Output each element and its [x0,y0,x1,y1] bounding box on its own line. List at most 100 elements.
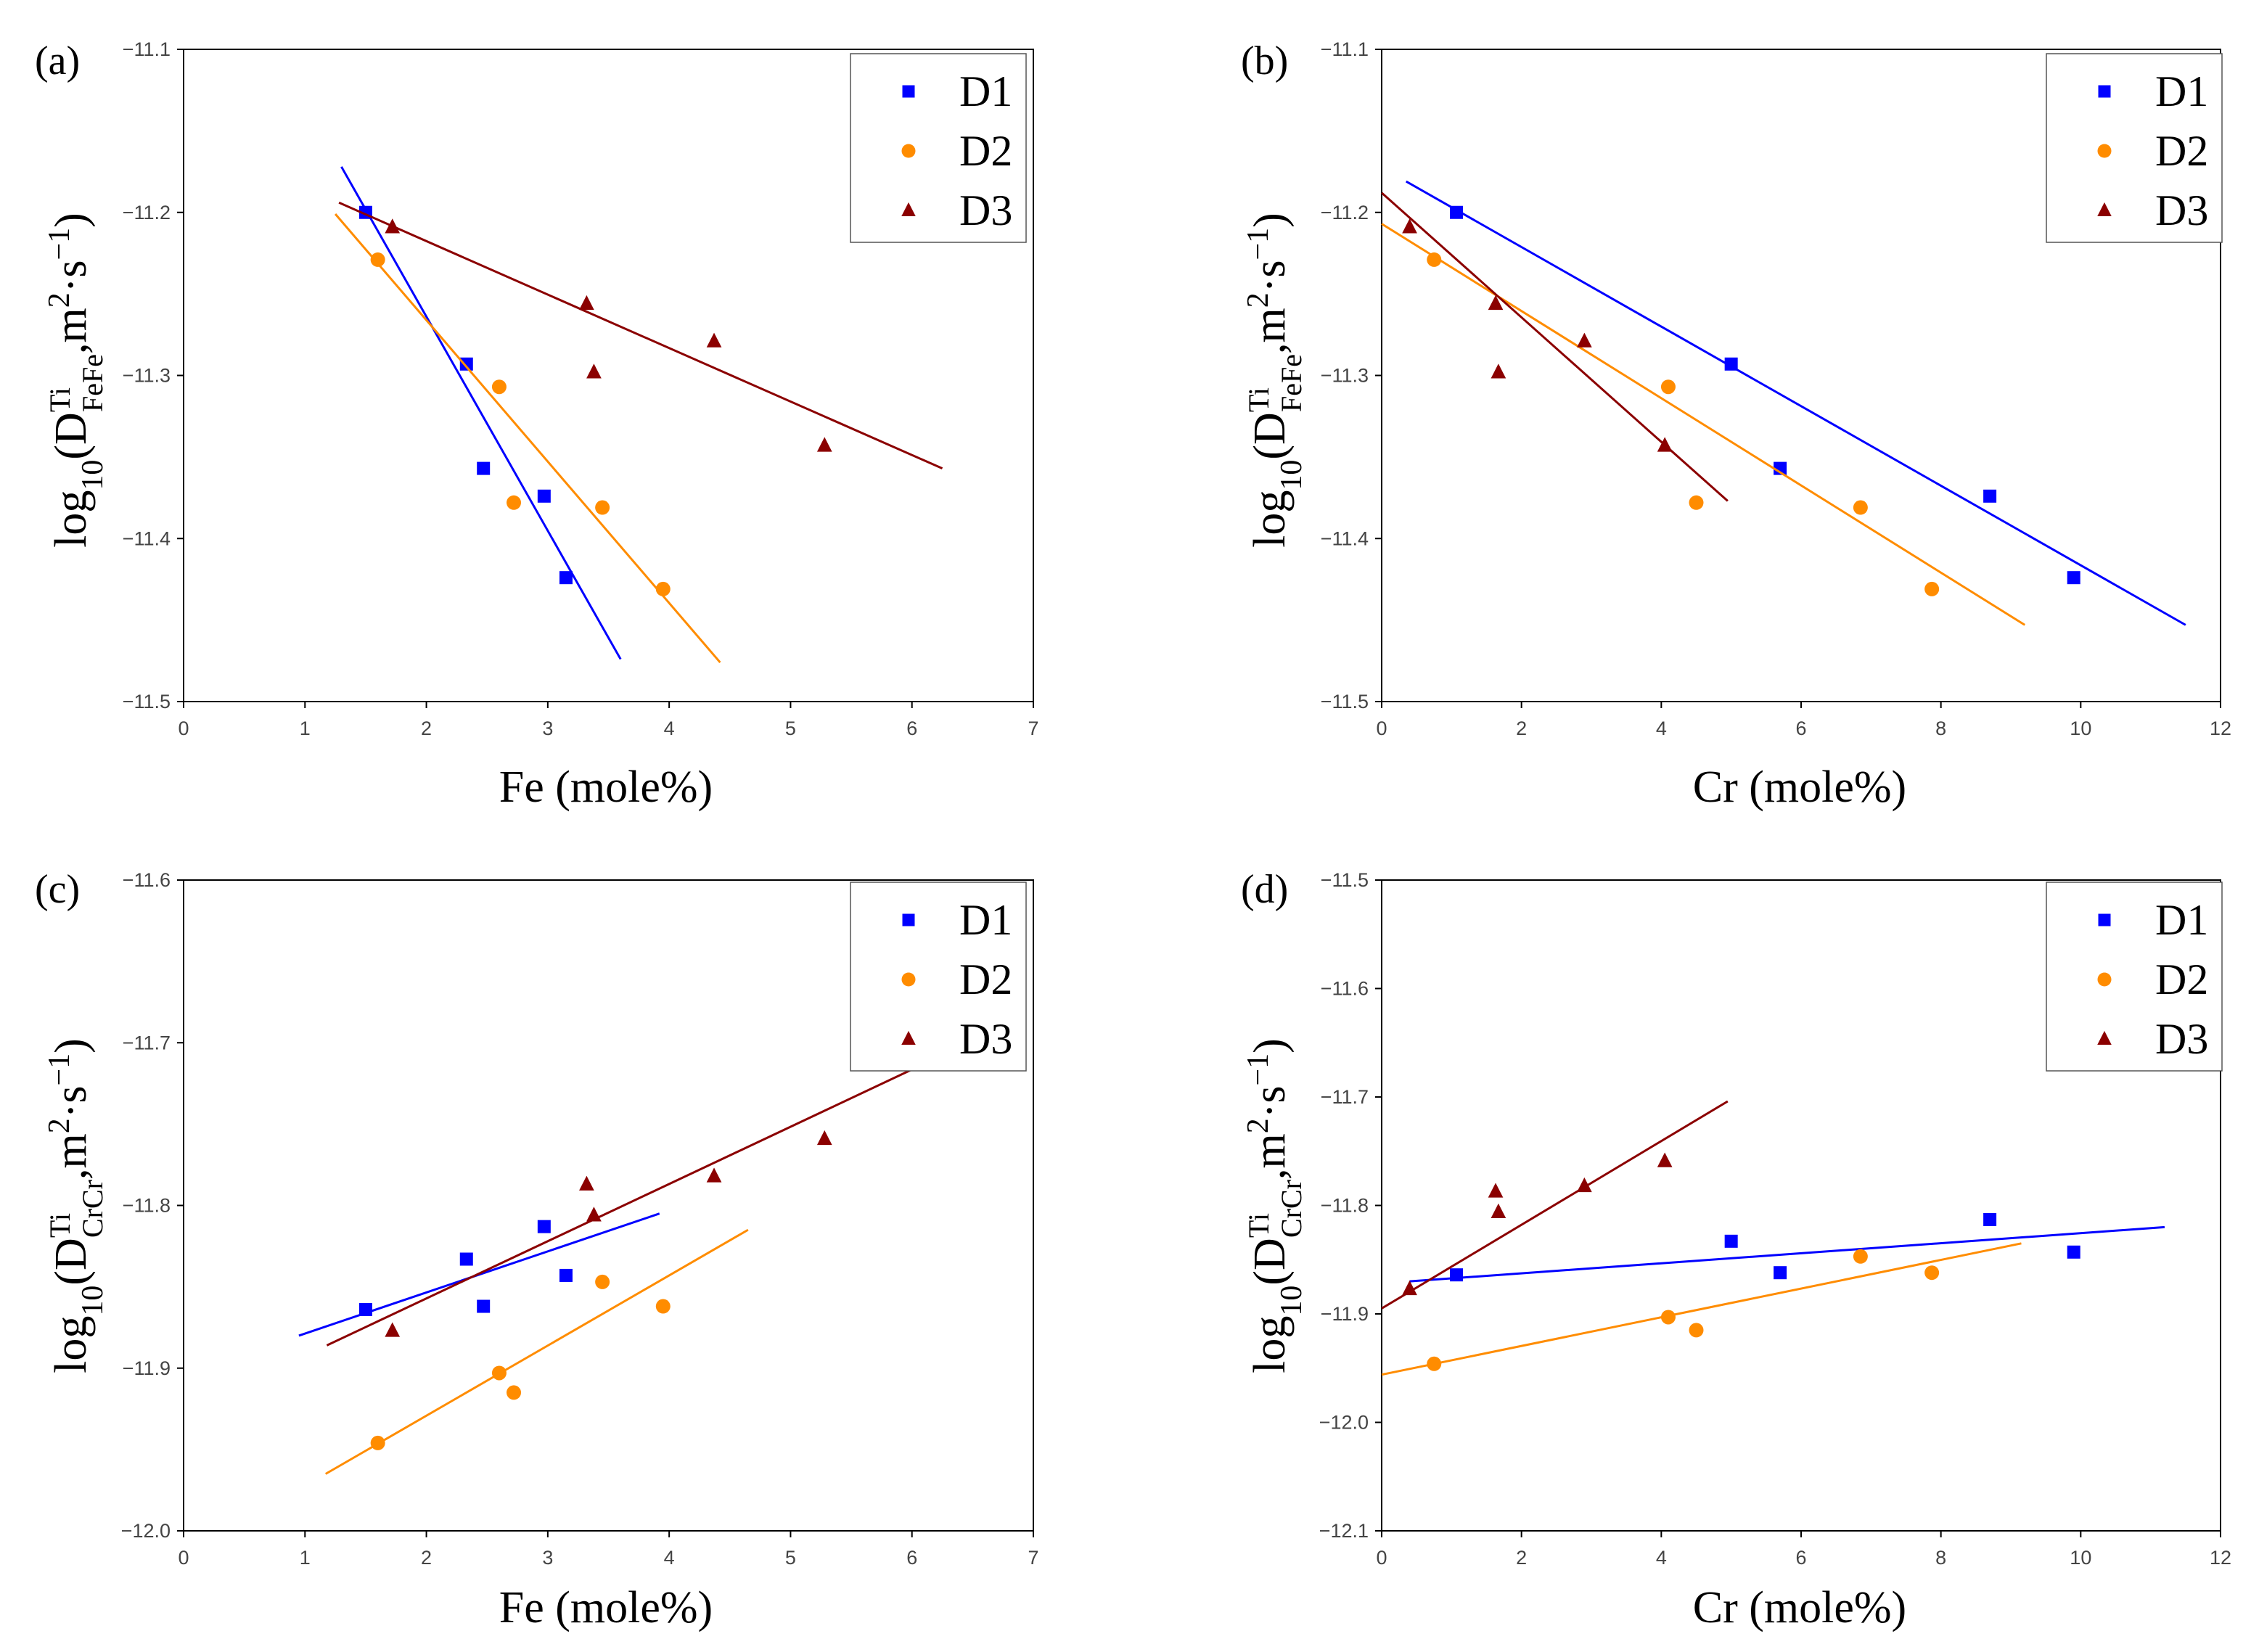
chart-panel-a: (a) 0 1 2 3 4 5 6 7 −11.1 −11.2 −11.3 −11.4 −11.5 Fe (… [35,38,1039,812]
legend-label-d3: D3 [2155,186,2208,234]
x-axis-title: Cr (mole%) [1693,1583,1906,1632]
data-point-d2 [1660,1310,1676,1325]
y-tick-label: −11.3 [1321,365,1369,387]
y-tick-label: −11.7 [123,1032,171,1053]
x-tick-label: 0 [178,1547,189,1569]
data-point-d1 [1450,205,1464,219]
data-point-d3 [1488,1183,1504,1198]
legend-marker-d2 [901,144,916,158]
data-point-d3 [1577,332,1592,348]
x-tick-label: 2 [1516,1547,1527,1569]
x-tick-label: 10 [2070,718,2091,739]
chart-panel-d: (d) 0 2 4 6 8 10 12 −11.5 −11.6 −11.7 −11.8 −11.9 −12… [1241,867,2231,1632]
legend-label-d1: D1 [959,896,1012,944]
data-point-d3 [579,295,594,311]
y-tick-label: −11.7 [1321,1086,1369,1108]
legend-box [850,882,1027,1072]
legend-marker-d2 [901,972,916,987]
y-tick-label: −12.0 [121,1520,171,1542]
data-point-d1 [1983,489,1997,503]
data-point-d2 [1853,1249,1868,1264]
panel-label: (c) [35,867,80,912]
data-point-d2 [1660,379,1676,395]
data-point-d1 [2067,571,2080,585]
data-point-d1 [1450,1268,1464,1282]
legend-box [2046,53,2223,243]
legend-label-d1: D1 [959,67,1012,115]
y-tick-label: −11.6 [123,869,171,891]
data-point-d2 [595,500,610,515]
data-point-d2 [1924,581,1940,596]
data-point-d1 [477,1299,491,1313]
data-point-d1 [559,1268,573,1282]
legend-marker-d1 [902,85,915,98]
x-tick-label: 4 [1656,718,1667,739]
legend-box [2046,882,2223,1072]
data-point-d1 [358,1303,372,1317]
data-point-d2 [595,1274,610,1289]
x-tick-label: 12 [2210,718,2231,739]
x-tick-label: 3 [542,718,553,739]
legend-label-d2: D2 [2155,956,2208,1003]
fit-line-d2 [324,1228,749,1475]
data-point-d2 [491,1365,507,1381]
x-tick-label: 6 [906,718,917,739]
fit-line-d1 [1405,180,2186,626]
legend-marker-d3 [901,202,916,217]
y-tick-label: −11.1 [123,38,171,60]
legend-marker-d3 [901,1030,916,1045]
data-point-d1 [1774,461,1787,475]
chart-panel-c: (c) 0 1 2 3 4 5 6 7 −11.6 −11.7 −11.8 −11.9 −12.0 Fe (… [35,867,1039,1632]
data-point-d3 [1657,1152,1673,1167]
y-tick-label: −11.8 [123,1195,171,1217]
legend-marker-d2 [2097,144,2112,158]
data-point-d3 [816,1130,832,1146]
y-tick-label: −11.9 [123,1357,171,1379]
legend-label-d1: D1 [2155,67,2208,115]
panel-label: (b) [1241,38,1288,83]
y-tick-label: −12.1 [1319,1520,1369,1542]
legend-label-d1: D1 [2155,896,2208,944]
y-tick-label: −12.0 [1319,1412,1369,1434]
legend-marker-d1 [2098,913,2111,926]
x-tick-label: 6 [1795,718,1806,739]
x-axis-title: Fe (mole%) [499,1583,713,1632]
data-point-d3 [586,363,602,379]
data-point-d1 [1774,1266,1787,1280]
y-tick-label: −11.2 [1321,202,1369,223]
data-point-d3 [385,1322,401,1337]
legend-marker-d3 [2097,202,2112,217]
y-tick-label: −11.4 [123,527,171,549]
y-tick-label: −11.5 [1321,691,1369,712]
y-tick-label: −11.1 [1321,38,1369,60]
x-tick-label: 8 [1935,718,1946,739]
x-tick-label: 0 [1376,718,1387,739]
data-point-d3 [1488,295,1504,311]
data-point-d2 [655,1299,671,1314]
fit-line-d1 [1409,1225,2165,1283]
data-point-d3 [1577,1177,1592,1193]
x-tick-label: 4 [1656,1547,1667,1569]
y-axis-title: log10(DTiCrCr,m2·s−1) [1242,1038,1308,1373]
data-point-d2 [370,252,385,267]
data-point-d2 [655,581,671,596]
fit-line-d2 [1381,223,2026,626]
legend-marker-d1 [2098,85,2111,98]
data-point-d1 [1724,1234,1738,1248]
y-tick-label: −11.9 [1321,1303,1369,1325]
y-axis-title: log10(DTiFeFe,m2·s−1) [43,213,110,548]
y-tick-label: −11.3 [123,365,171,387]
x-tick-label: 6 [1795,1547,1806,1569]
x-tick-label: 7 [1028,718,1038,739]
legend-label-d2: D2 [959,956,1012,1003]
y-tick-label: −11.8 [1321,1195,1369,1217]
data-point-d3 [706,332,722,348]
fit-line-d3 [326,1064,922,1347]
data-point-d3 [1657,437,1673,452]
panel-label: (d) [1241,867,1288,912]
fit-line-d3 [338,201,943,469]
fit-line-d3 [1381,1100,1729,1310]
x-tick-label: 3 [542,1547,553,1569]
data-point-d2 [507,1385,522,1400]
